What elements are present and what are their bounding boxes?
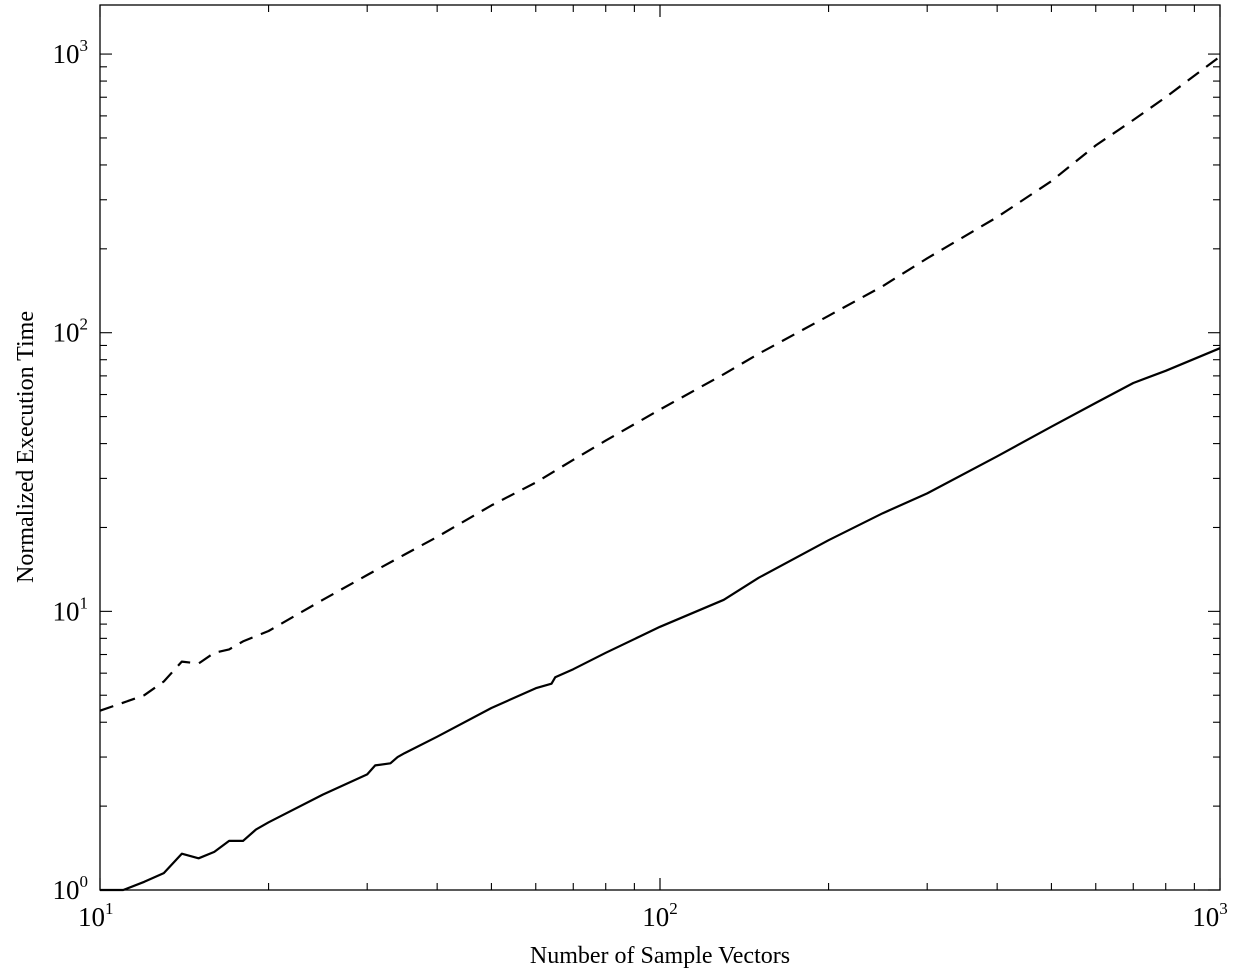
y-tick-label: 103 [53, 36, 89, 69]
x-tick-label: 103 [1192, 899, 1228, 932]
series-group [99, 55, 1221, 892]
series-line-solid [100, 347, 1221, 892]
plot-frame [99, 4, 1221, 891]
x-tick-label: 101 [78, 899, 114, 932]
x-tick-label: 102 [642, 899, 678, 932]
y-tick-label: 101 [53, 593, 89, 626]
series-line-dashed [99, 55, 1221, 712]
tick-marks [99, 5, 1221, 891]
y-tick-label: 102 [53, 315, 89, 348]
x-axis-label: Number of Sample Vectors [530, 943, 790, 969]
y-tick-label: 100 [53, 872, 89, 905]
y-axis-label: Normalized Execution Time [13, 311, 39, 583]
